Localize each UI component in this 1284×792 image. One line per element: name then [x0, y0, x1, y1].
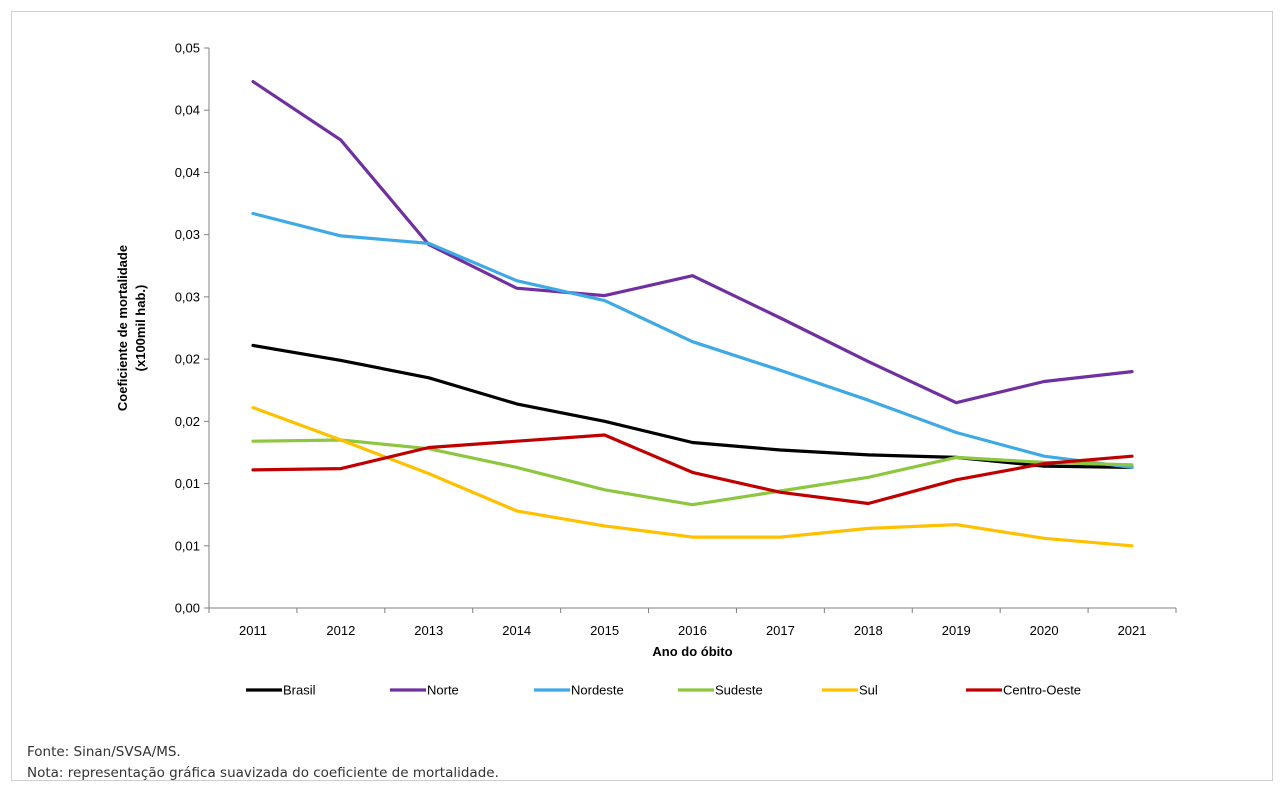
x-tick-label: 2019 — [942, 623, 971, 638]
chart-note: Nota: representação gráfica suavizada do… — [27, 765, 499, 781]
x-tick-label: 2016 — [678, 623, 707, 638]
series-line-sul — [251, 406, 1134, 548]
series-line-sudeste — [251, 438, 1134, 507]
y-tick-label: 0,02 — [175, 352, 200, 367]
y-tick-label: 0,01 — [175, 476, 200, 491]
chart-axes: 0,00 0,01 0,01 0,02 0,02 0,03 0,03 0,04 0,04 0,05… — [115, 41, 1177, 659]
x-tick-label: 2014 — [502, 623, 531, 638]
legend-label: Sudeste — [715, 683, 763, 698]
y-tick-label: 0,03 — [175, 289, 200, 304]
series-line-centro-oeste — [251, 433, 1134, 506]
y-tick-label: 0,00 — [175, 601, 200, 616]
x-tick-label: 2011 — [239, 623, 267, 638]
chart-frame — [11, 11, 1273, 781]
chart-legend: Brasil Norte Nordeste Sudeste Sul Centro-Oest… — [246, 683, 1081, 698]
y-axis-title-unit: (x100mil hab.) — [133, 285, 148, 372]
y-tick-label: 0,01 — [175, 538, 200, 553]
x-tick-label: 2021 — [1118, 623, 1147, 638]
y-axis-title: Coeficiente de mortalidade — [115, 245, 130, 411]
x-tick-label: 2015 — [590, 623, 619, 638]
x-tick-label: 2017 — [766, 623, 795, 638]
legend-label: Nordeste — [571, 683, 624, 698]
source-note: Fonte: Sinan/SVSA/MS. — [27, 744, 181, 760]
series-line-norte — [251, 79, 1134, 405]
x-tick-label: 2012 — [326, 623, 355, 638]
chart-series — [251, 79, 1134, 548]
y-tick-label: 0,04 — [175, 103, 200, 118]
x-tick-label: 2018 — [854, 623, 883, 638]
legend-label: Brasil — [283, 683, 316, 698]
y-tick-label: 0,02 — [175, 414, 200, 429]
series-line-nordeste — [251, 211, 1134, 469]
x-tick-label: 2013 — [414, 623, 443, 638]
legend-label: Sul — [859, 683, 878, 698]
legend-label: Centro-Oeste — [1003, 683, 1081, 698]
legend-label: Norte — [427, 683, 459, 698]
y-tick-label: 0,05 — [175, 41, 200, 56]
series-line-brasil — [251, 343, 1134, 469]
y-tick-label: 0,03 — [175, 227, 200, 242]
y-tick-label: 0,04 — [175, 165, 200, 180]
x-axis-title: Ano do óbito — [652, 644, 732, 659]
x-tick-label: 2020 — [1030, 623, 1059, 638]
